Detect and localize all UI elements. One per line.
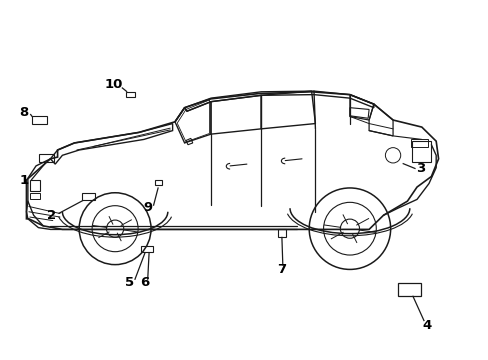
Bar (278, 229, 285, 237)
Bar (410, 139, 427, 147)
Text: 8: 8 (20, 106, 29, 119)
Bar (126, 92, 135, 97)
Bar (30, 193, 41, 198)
Text: 4: 4 (421, 319, 430, 332)
Bar (398, 283, 421, 296)
Bar (82, 193, 95, 201)
Bar (155, 180, 161, 185)
Bar (30, 180, 41, 190)
Text: 2: 2 (47, 209, 56, 222)
Bar (32, 117, 46, 123)
Text: 3: 3 (415, 162, 425, 175)
Bar (40, 154, 54, 162)
Text: 1: 1 (20, 174, 29, 186)
Bar (141, 246, 153, 252)
Text: 6: 6 (140, 276, 149, 289)
Bar (411, 141, 430, 162)
Text: 9: 9 (143, 201, 152, 214)
Text: 10: 10 (105, 77, 123, 90)
Text: 7: 7 (277, 263, 286, 276)
Text: 5: 5 (124, 276, 134, 289)
